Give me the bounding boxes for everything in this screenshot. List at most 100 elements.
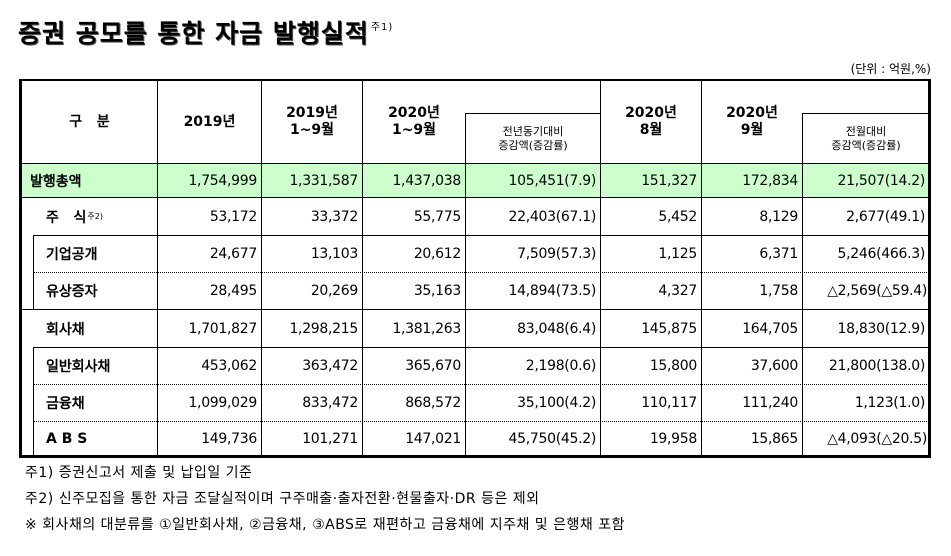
cell-total-2020-1-9: 1,437,038 xyxy=(392,172,461,189)
cell-total-sep: 172,834 xyxy=(742,172,798,189)
col-line-6 xyxy=(701,79,702,458)
stock-row-bottom-line xyxy=(33,235,929,236)
cell-stock-2019-1-9: 33,372 xyxy=(310,208,358,225)
cell-financial-2019-1-9: 833,472 xyxy=(302,395,358,411)
cell-general-yoy: 2,198(0.6) xyxy=(525,358,597,374)
row-label-rights-offering: 유상증자 xyxy=(46,284,98,300)
title-footnote-ref: 주1) xyxy=(370,22,394,33)
cell-total-2019: 1,754,999 xyxy=(188,172,257,189)
stock-sub-indent-line xyxy=(33,235,34,309)
cell-abs-2019: 149,736 xyxy=(201,431,257,447)
row-label-total: 발행총액 xyxy=(30,173,82,190)
cell-general-2020-1-9: 365,670 xyxy=(405,358,461,374)
row-label-corporate-bonds: 회사채 xyxy=(46,321,85,338)
col-line-1 xyxy=(157,79,158,458)
cell-total-yoy: 105,451(7.9) xyxy=(508,172,597,189)
cell-stock-yoy: 22,403(67.1) xyxy=(508,208,597,225)
header-2020-jan-sep: 2020년 1~9월 xyxy=(388,105,440,138)
header-2019: 2019년 xyxy=(183,113,236,130)
title-text: 증권 공모를 통한 자금 발행실적 xyxy=(18,19,369,48)
total-row-bottom-line xyxy=(21,197,929,198)
cell-rights-2019-1-9: 20,269 xyxy=(310,283,358,299)
cell-abs-sep: 15,865 xyxy=(750,431,798,447)
header-yoy-change: 전년동기대비 증감액(증감률) xyxy=(498,124,568,152)
cell-stock-2019: 53,172 xyxy=(209,208,257,225)
cell-abs-yoy: 45,750(45.2) xyxy=(508,431,597,447)
cell-abs-2019-1-9: 101,271 xyxy=(302,431,358,447)
cell-rights-mom: △2,569(△59.4) xyxy=(827,283,927,299)
row-label-stock: 주 식 주2) xyxy=(46,209,103,226)
cell-general-2019-1-9: 363,472 xyxy=(302,358,358,374)
cell-bonds-mom: 18,830(12.9) xyxy=(837,320,926,337)
cell-ipo-sep: 6,371 xyxy=(759,246,798,262)
cell-ipo-2019-1-9: 13,103 xyxy=(310,246,358,262)
footnote-2: 주2) 신주모집을 통한 자금 조달실적이며 구주매출·출자전환·현물출자·DR… xyxy=(25,491,540,507)
unit-label: (단위 : 억원,%) xyxy=(850,62,931,76)
cell-general-2019: 453,062 xyxy=(201,358,257,374)
cell-bonds-2020-1-9: 1,381,263 xyxy=(392,320,461,337)
cell-financial-mom: 1,123(1.0) xyxy=(854,395,926,411)
cell-ipo-2019: 24,677 xyxy=(209,246,257,262)
cell-rights-aug: 4,327 xyxy=(658,283,697,299)
bond-sub-indent-line xyxy=(33,347,34,458)
cell-general-mom: 21,800(138.0) xyxy=(828,358,925,374)
table-outer-border xyxy=(19,79,931,458)
cell-bonds-2019-1-9: 1,298,215 xyxy=(289,320,358,337)
row-label-ipo: 기업공개 xyxy=(46,247,98,263)
cell-stock-aug: 5,452 xyxy=(658,208,697,225)
total-row-bg xyxy=(21,163,929,197)
cell-financial-yoy: 35,100(4.2) xyxy=(517,395,596,411)
row-label-financial-bonds: 금융채 xyxy=(46,396,85,412)
cell-stock-2020-1-9: 55,775 xyxy=(413,208,461,225)
footnotes: 주1) 증권신고서 제출 및 납입일 기준 주2) 신주모집을 통한 자금 조달… xyxy=(25,460,625,538)
col-line-2 xyxy=(261,79,262,458)
cell-rights-yoy: 14,894(73.5) xyxy=(508,283,597,299)
header-sub-top-line-yoy xyxy=(465,113,600,114)
row-label-abs: A B S xyxy=(46,431,88,447)
cell-abs-aug: 19,958 xyxy=(649,431,697,447)
cell-financial-2019: 1,099,029 xyxy=(188,395,257,411)
cell-abs-2020-1-9: 147,021 xyxy=(405,431,461,447)
header-sub-top-line-mom xyxy=(802,113,929,114)
header-category: 구 분 xyxy=(69,113,110,130)
header-2019-jan-sep: 2019년 1~9월 xyxy=(286,105,338,138)
cell-financial-2020-1-9: 868,572 xyxy=(405,395,461,411)
cell-stock-sep: 8,129 xyxy=(759,208,798,225)
cell-ipo-aug: 1,125 xyxy=(658,246,697,262)
cell-financial-sep: 111,240 xyxy=(742,395,798,411)
cell-rights-sep: 1,758 xyxy=(759,283,798,299)
header-2020-aug: 2020년 8월 xyxy=(625,105,677,138)
cell-financial-aug: 110,117 xyxy=(641,395,697,411)
financial-bond-dotted-line xyxy=(33,421,929,422)
cell-general-aug: 15,800 xyxy=(649,358,697,374)
cell-rights-2019: 28,495 xyxy=(209,283,257,299)
col-line-3 xyxy=(362,79,363,458)
cell-general-sep: 37,600 xyxy=(750,358,798,374)
cell-bonds-sep: 164,705 xyxy=(742,320,798,337)
cell-bonds-yoy: 83,048(6.4) xyxy=(517,320,596,337)
footnote-1: 주1) 증권신고서 제출 및 납입일 기준 xyxy=(25,465,253,481)
cell-abs-mom: △4,093(△20.5) xyxy=(827,431,927,447)
cell-ipo-yoy: 7,509(57.3) xyxy=(517,246,596,262)
cell-stock-mom: 2,677(49.1) xyxy=(846,208,925,225)
cell-ipo-2020-1-9: 20,612 xyxy=(413,246,461,262)
header-mom-change: 전월대비 증감액(증감률) xyxy=(831,124,901,152)
footnote-3: ※ 회사채의 대분류를 ①일반회사채, ②금융채, ③ABS로 재편하고 금융채… xyxy=(25,517,625,533)
cell-ipo-mom: 5,246(466.3) xyxy=(837,246,926,262)
cell-bonds-2019: 1,701,827 xyxy=(188,320,257,337)
col-line-4 xyxy=(465,113,466,458)
page-title: 증권 공모를 통한 자금 발행실적 주1) xyxy=(18,14,393,50)
ipo-row-dotted-line xyxy=(33,272,929,273)
general-bond-dotted-line xyxy=(33,384,929,385)
cell-rights-2020-1-9: 35,163 xyxy=(413,283,461,299)
cell-bonds-aug: 145,875 xyxy=(641,320,697,337)
header-bottom-line xyxy=(21,163,929,164)
cell-total-2019-1-9: 1,331,587 xyxy=(289,172,358,189)
col-line-7 xyxy=(802,113,803,458)
cell-total-mom: 21,507(14.2) xyxy=(837,172,926,189)
cell-total-aug: 151,327 xyxy=(641,172,697,189)
col-line-5 xyxy=(600,79,601,458)
stock-group-bottom-line xyxy=(21,309,929,310)
row-label-general-corporate-bonds: 일반회사채 xyxy=(46,359,111,375)
